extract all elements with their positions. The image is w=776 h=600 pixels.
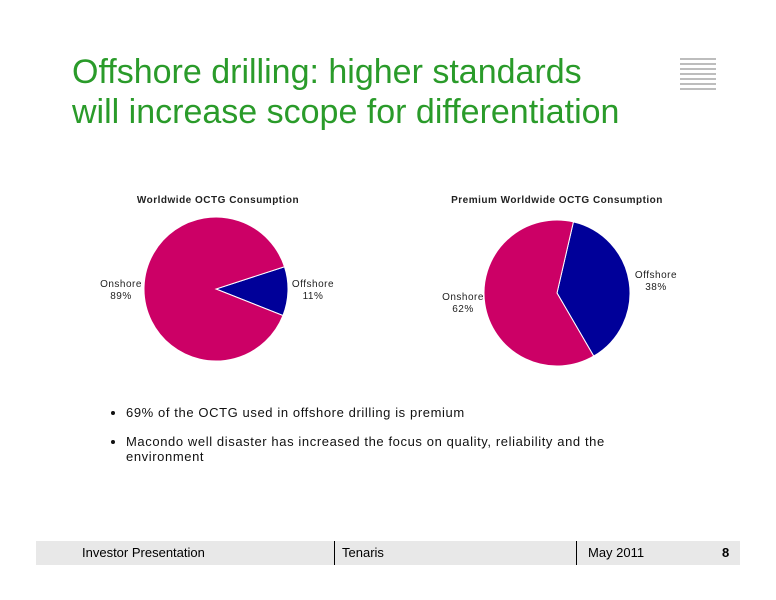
slice-label: Onshore (442, 292, 484, 303)
slide-title: Offshore drilling: higher standards will… (72, 52, 619, 132)
separator (334, 541, 335, 565)
bullet-list: 69% of the OCTG used in offshore drillin… (112, 405, 616, 478)
slice-label: Offshore (635, 270, 677, 281)
footer-center: Tenaris (342, 545, 384, 560)
slice-label: Offshore (292, 279, 334, 290)
slice-label: Onshore (100, 279, 142, 290)
title-line: will increase scope for differentiation (72, 93, 620, 131)
page-number: 8 (722, 545, 730, 560)
charts: Worldwide OCTG ConsumptionOnshore89%Offs… (100, 195, 677, 367)
footer: Investor Presentation Tenaris May 2011 8 (36, 541, 740, 565)
chart-title: Worldwide OCTG Consumption (137, 195, 299, 206)
footer-left: Investor Presentation (82, 545, 205, 560)
logo-stripes (680, 58, 716, 90)
pie-slice (143, 216, 286, 362)
bullet: 69% of the OCTG used in offshore drillin… (126, 405, 616, 420)
title-line: Offshore drilling: higher standards (72, 53, 582, 91)
pie-slice (556, 221, 631, 357)
separator (576, 541, 577, 565)
slice-value-label: 11% (303, 291, 324, 302)
chart-title: Premium Worldwide OCTG Consumption (451, 195, 663, 206)
slice-value-label: 38% (645, 282, 667, 293)
slice-value-label: 62% (452, 304, 474, 315)
pie-slice (483, 219, 595, 367)
slice-value-label: 89% (110, 291, 132, 302)
footer-date: May 2011 (588, 545, 645, 560)
bullet: Macondo well disaster has increased the … (126, 434, 616, 464)
